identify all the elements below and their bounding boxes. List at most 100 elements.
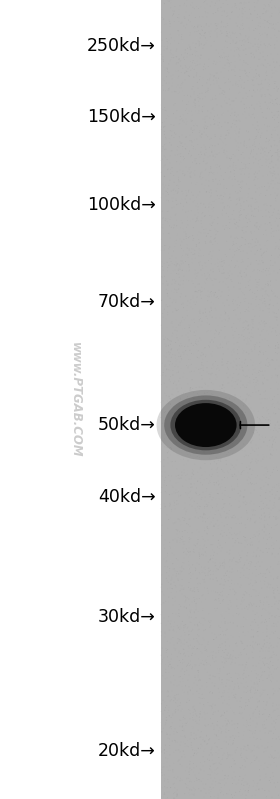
Point [174,276,179,288]
Point [274,594,278,606]
Point [173,149,178,161]
Point [175,679,179,692]
Point [209,189,213,202]
Point [258,414,262,427]
Point [232,755,236,768]
Point [265,29,269,42]
Point [169,443,173,455]
Point [204,527,209,539]
Point [254,585,258,598]
Point [266,275,270,288]
Point [215,718,219,731]
Point [270,438,275,451]
Point [181,348,186,360]
Point [211,708,215,721]
Point [264,6,268,18]
Point [214,14,218,27]
Point [198,256,202,268]
Point [195,138,200,151]
Point [249,503,254,516]
Point [235,378,240,391]
Point [215,290,220,303]
Point [177,11,181,24]
Point [264,209,269,222]
Point [210,345,215,358]
Point [277,212,280,225]
Point [162,651,166,664]
Point [228,423,232,435]
Point [196,401,201,414]
Point [218,341,223,354]
Point [276,157,280,169]
Point [247,321,251,334]
Point [226,236,231,248]
Point [225,34,229,47]
Point [180,750,184,763]
Point [175,332,179,344]
Point [201,781,206,794]
Point [240,751,244,764]
Point [212,604,217,617]
Point [269,275,273,288]
Point [259,41,264,54]
Point [178,581,183,594]
Point [251,460,255,473]
Point [238,185,242,198]
Point [248,577,253,590]
Point [171,320,175,333]
Point [213,372,218,385]
Point [209,789,214,799]
Point [233,638,238,650]
Point [221,37,225,50]
Point [271,322,275,335]
Point [227,488,231,501]
Point [249,598,254,610]
Point [179,622,183,634]
Point [228,743,233,756]
Point [197,278,202,291]
Point [243,0,248,9]
Point [273,75,278,88]
Point [260,460,265,473]
Point [234,221,238,234]
Point [220,752,225,765]
Point [233,26,238,39]
Point [193,235,197,248]
Point [265,83,269,96]
Point [217,284,221,296]
Point [251,505,255,518]
Point [200,299,204,312]
Point [262,368,266,380]
Point [201,731,206,744]
Point [251,22,255,35]
Point [228,6,232,19]
Point [244,586,249,599]
Point [262,521,267,534]
Point [225,431,229,443]
Point [274,189,279,202]
Point [258,20,262,33]
Point [212,546,216,559]
Point [243,372,248,385]
Point [198,764,203,777]
Point [177,597,181,610]
Point [271,646,276,658]
Point [203,515,208,528]
Point [179,691,183,704]
Point [181,511,186,523]
Point [159,319,164,332]
Point [187,472,192,485]
Point [202,121,206,133]
Point [221,440,226,453]
Point [260,293,265,306]
Point [188,134,192,147]
Point [191,55,196,68]
Point [237,44,242,57]
Point [185,385,189,398]
Point [263,769,268,782]
Point [173,674,177,686]
Point [197,714,202,726]
Point [179,472,183,485]
Point [218,678,223,691]
Point [186,545,190,558]
